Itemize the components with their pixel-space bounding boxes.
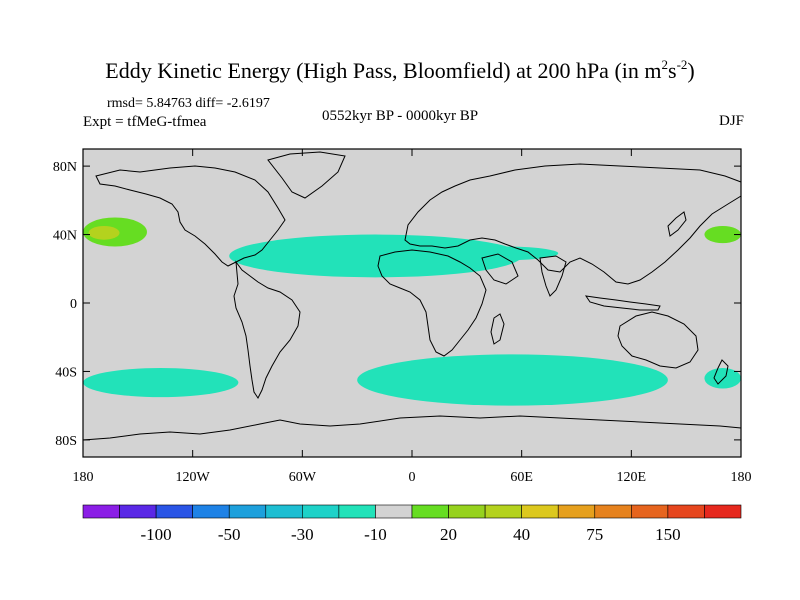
coastline-eurasia (404, 163, 742, 285)
colorbar-label: 150 (655, 525, 681, 544)
lat-tick-label: 40N (53, 229, 77, 244)
region-south-west-pacific-negative (704, 368, 741, 389)
title-text-mid: s (668, 58, 677, 83)
region-south-pacific-negative (83, 368, 239, 398)
colorbar-box (265, 504, 303, 519)
colorbar-box (411, 504, 449, 519)
colorbar-box (302, 504, 340, 519)
lat-tick-label: 0 (70, 297, 77, 312)
coastline-indonesia (584, 295, 661, 311)
region-southern-ocean-negative (357, 354, 668, 406)
colorbar-box (594, 504, 632, 519)
region-west-pacific-positive (704, 226, 741, 244)
map-background (83, 149, 741, 457)
colorbar-label: -10 (364, 525, 387, 544)
title-superscript-1: 2 (661, 57, 669, 72)
coastline-australia (617, 311, 699, 369)
title-text: Eddy Kinetic Energy (High Pass, Bloomfie… (105, 58, 662, 83)
colorbar-label: 20 (440, 525, 457, 544)
coastlines (82, 151, 742, 441)
coastline-africa (377, 249, 487, 357)
figure-title: Eddy Kinetic Energy (High Pass, Bloomfie… (0, 57, 800, 84)
colorbar-box (667, 504, 705, 519)
title-superscript-2: -2 (676, 57, 688, 72)
colorbar-label: -100 (141, 525, 172, 544)
map-plot-area (82, 148, 742, 458)
coastline-antarctica (82, 415, 742, 441)
colorbar-box (82, 504, 120, 519)
lat-tick-label: 80S (55, 434, 77, 449)
season-label: DJF (718, 113, 744, 129)
lon-tick-label: 60W (289, 470, 317, 485)
title-text-close: ) (687, 58, 695, 83)
stats-label: rmsd= 5.84763 diff= -2.6197 (107, 96, 270, 111)
colorbar-box (448, 504, 486, 519)
colorbar-label: 75 (586, 525, 603, 544)
coastline-arabia (481, 253, 519, 285)
lon-tick-label: 60E (510, 470, 533, 485)
colorbar-label: 40 (513, 525, 530, 544)
coastline-madagascar (490, 313, 505, 345)
coastline-greenland (267, 151, 346, 199)
lat-tick-label: 80N (53, 160, 77, 175)
colorbar-box (557, 504, 596, 519)
coastline-north-america (95, 165, 286, 267)
lat-tick-label: 40S (55, 365, 77, 380)
coastline-japan (667, 211, 687, 237)
colorbar-box (631, 504, 669, 519)
region-north-pacific-core (88, 226, 120, 240)
region-north-atlantic-negative (229, 234, 522, 278)
colorbar-box (521, 504, 559, 519)
colorbar-box (228, 504, 267, 519)
coastline-india (539, 255, 567, 297)
region-asia-negative (448, 246, 559, 261)
coastline-new-zealand (713, 359, 729, 385)
period-label: 0552kyr BP - 0000kyr BP (322, 108, 479, 124)
lon-tick-label: 180 (73, 470, 94, 485)
latitude-axis: 80N 40N 0 40S 80S (53, 160, 741, 449)
colorbar-box (704, 504, 742, 519)
coastline-south-america (233, 260, 301, 399)
colorbar: -100 -50 -30 -10 20 40 75 150 (82, 504, 742, 544)
lon-tick-label: 180 (731, 470, 752, 485)
lon-tick-label: 120E (617, 470, 647, 485)
lon-tick-label: 120W (176, 470, 211, 485)
colorbar-box (192, 504, 230, 519)
colorbar-box (484, 504, 522, 519)
colorbar-box (338, 504, 376, 519)
anomaly-regions (83, 217, 741, 406)
colorbar-box (155, 504, 193, 519)
longitude-axis: 180 120W 60W 0 60E 120E 180 (73, 149, 752, 485)
colorbar-box (119, 504, 157, 519)
lon-tick-label: 0 (409, 470, 416, 485)
experiment-label: Expt = tfMeG-tfmea (83, 114, 207, 130)
colorbar-label: -50 (218, 525, 241, 544)
colorbar-label: -30 (291, 525, 314, 544)
colorbar-box (375, 504, 413, 519)
